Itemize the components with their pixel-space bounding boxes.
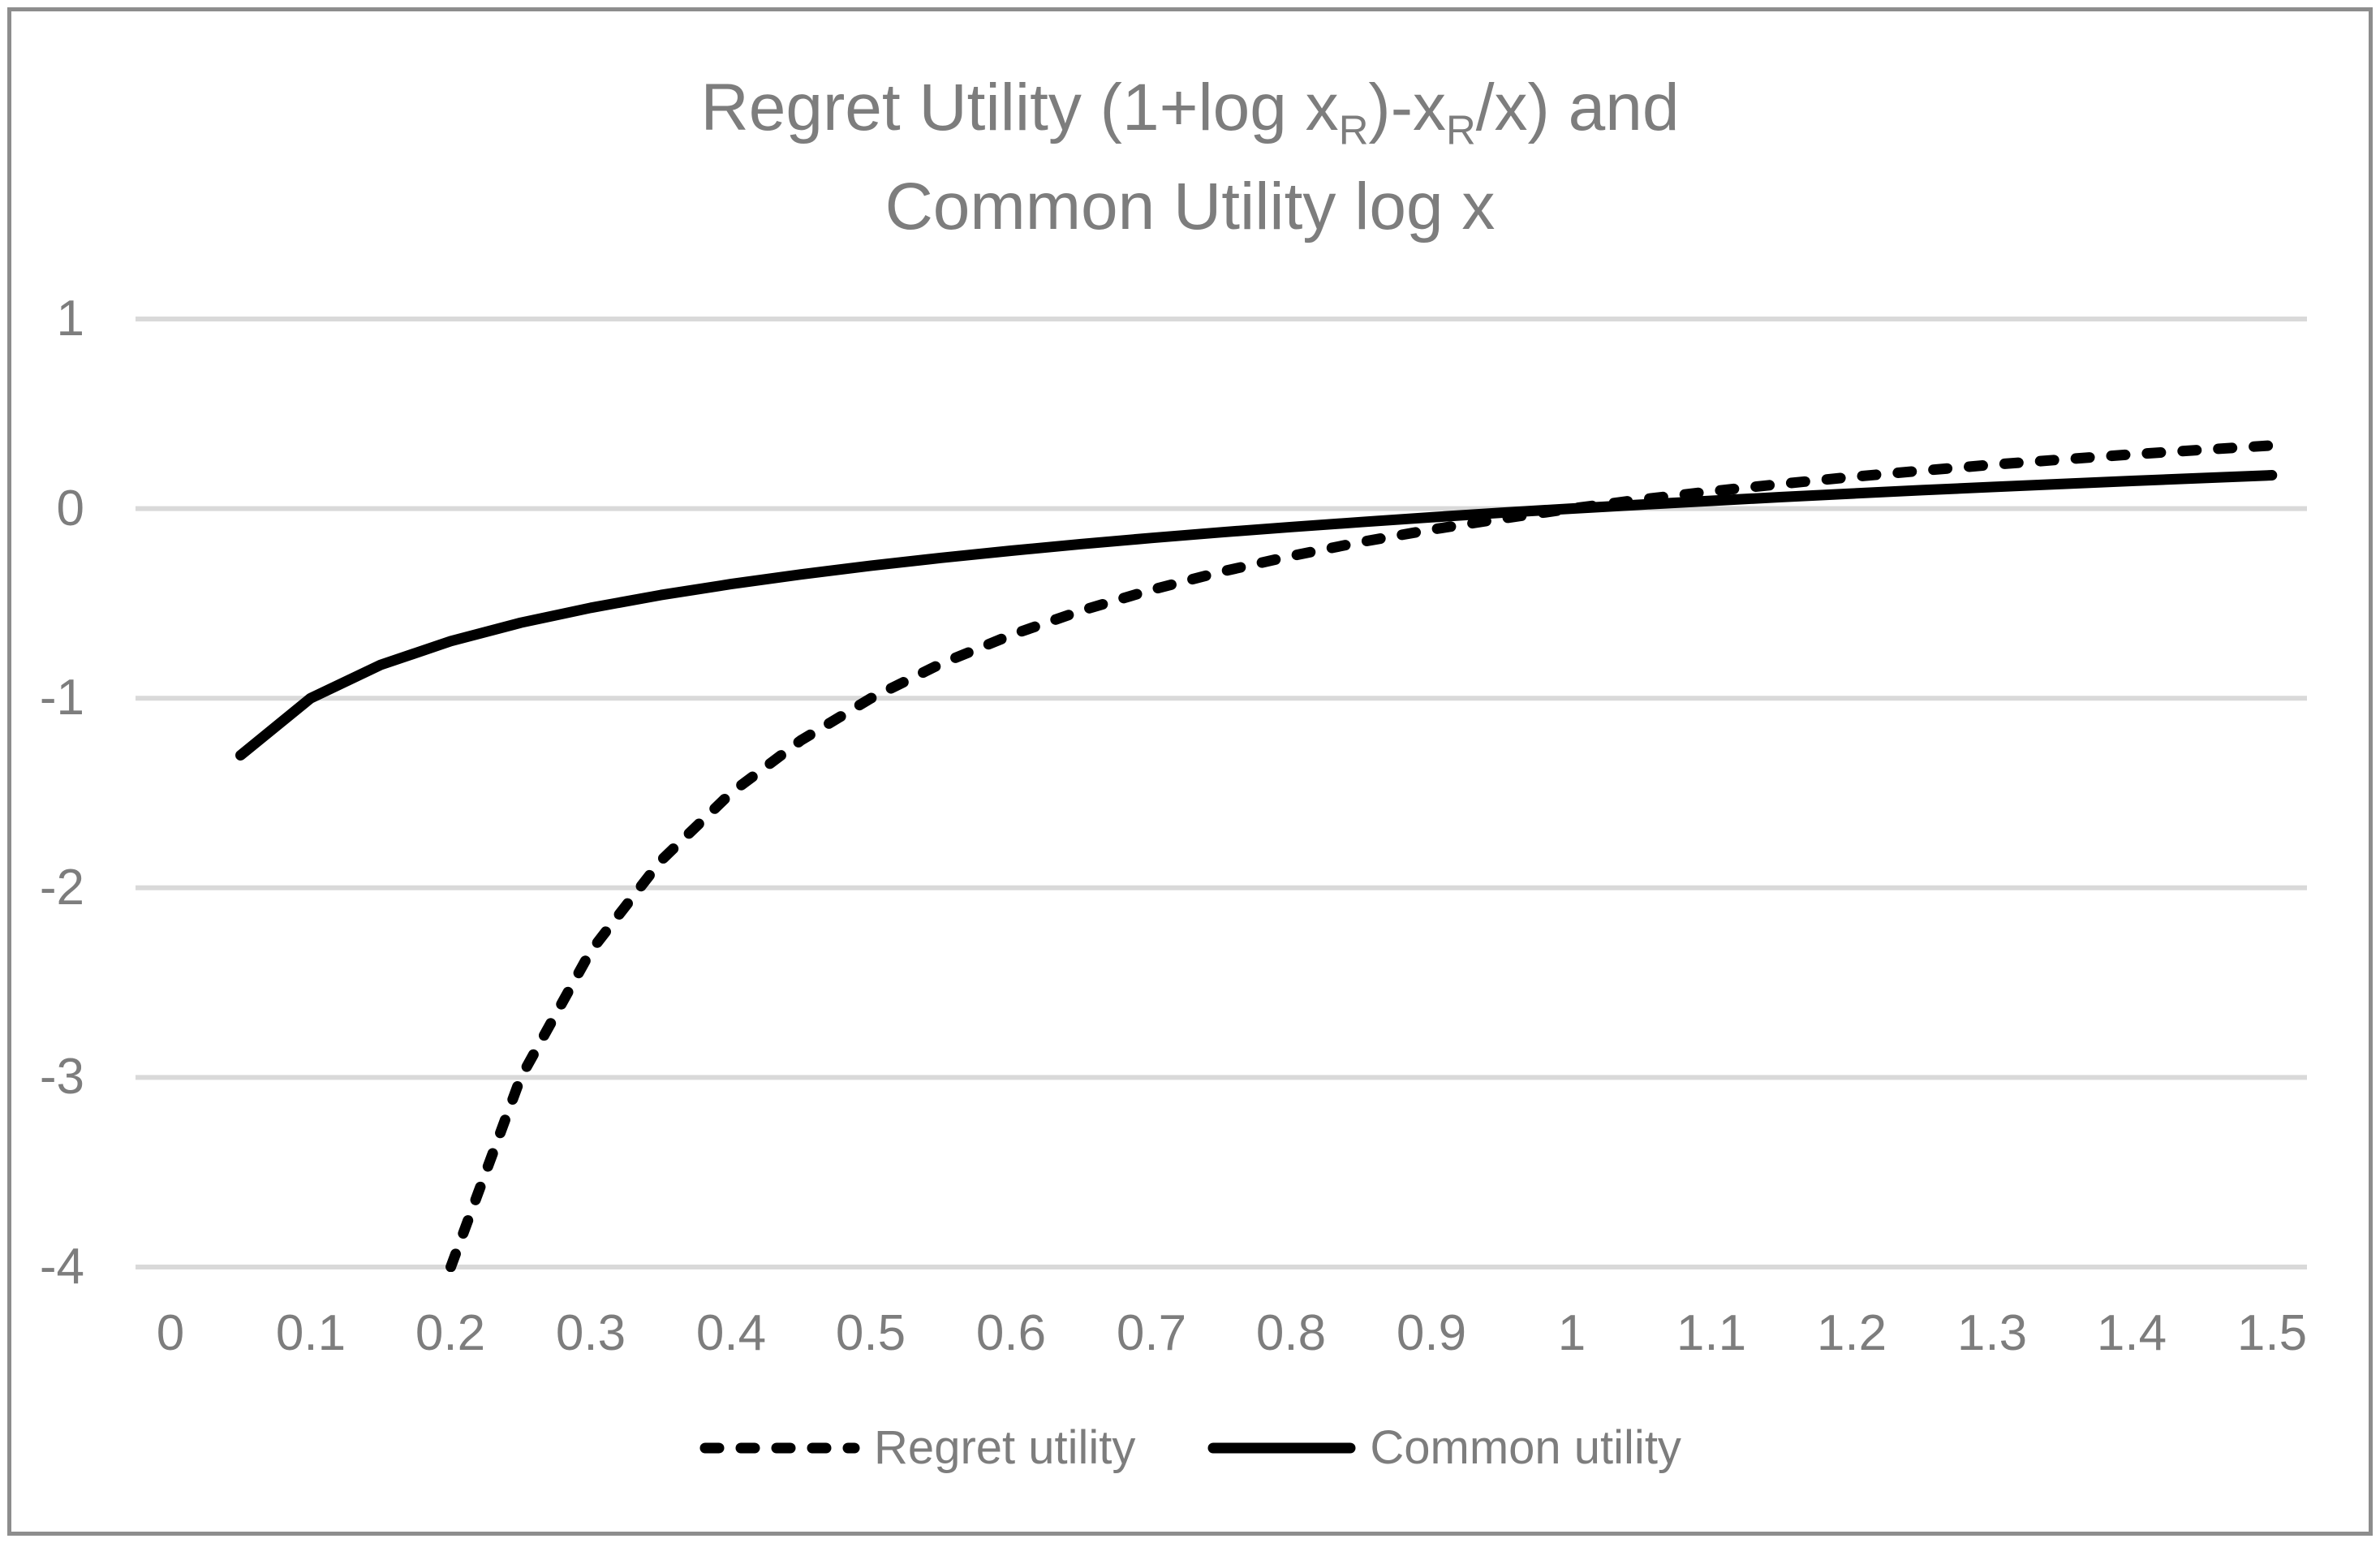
x-axis-label: 1.3 [1956, 1305, 2028, 1361]
x-axis-label: 0.5 [835, 1305, 906, 1361]
x-axis-label: 1.2 [1816, 1305, 1887, 1361]
chart-title-line2: Common Utility log x [884, 170, 1496, 244]
y-axis-label: -4 [39, 1239, 84, 1295]
title-text-segment: )-x [1368, 71, 1447, 144]
x-axis-label: 1 [1557, 1305, 1586, 1361]
chart-title: Regret Utility (1+log xR)-xR/x) and Comm… [0, 58, 2380, 256]
legend-label-regret-utility: Regret utility [874, 1421, 1136, 1474]
dashed-line-sample-icon [699, 1442, 860, 1453]
x-axis-label: 0.9 [1396, 1305, 1467, 1361]
y-axis-label: -3 [39, 1049, 84, 1105]
common-utility-curve [235, 470, 2278, 761]
x-axis-label: 0.3 [555, 1305, 626, 1361]
y-axis-label: 1 [56, 291, 84, 347]
x-axis-label: 0.8 [1255, 1305, 1327, 1361]
x-axis-label: 0.4 [695, 1305, 767, 1361]
chart-title-line1: Regret Utility (1+log xR)-xR/x) and [0, 58, 2380, 157]
x-axis-label: 0.2 [415, 1305, 486, 1361]
x-axis-label: 0.6 [975, 1305, 1047, 1361]
legend-item-common-utility: Common utility [1207, 1420, 1681, 1475]
x-axis-label: 0.7 [1116, 1305, 1187, 1361]
title-text-segment: Regret Utility (1+log x [700, 71, 1339, 144]
x-axis-label: 1.4 [2096, 1305, 2167, 1361]
y-axis-label: 0 [56, 481, 84, 537]
title-subscript: R [1446, 106, 1476, 153]
title-subscript: R [1338, 106, 1369, 153]
legend: Regret utility Common utility [0, 1420, 2380, 1475]
x-axis-label: 1.5 [2236, 1305, 2308, 1361]
y-axis-label: -1 [39, 670, 84, 726]
regret-utility-curve [444, 440, 2278, 1272]
legend-label-common-utility: Common utility [1370, 1421, 1681, 1474]
x-axis-label: 0.1 [275, 1305, 346, 1361]
legend-item-regret-utility: Regret utility [699, 1420, 1135, 1475]
x-axis-label: 1.1 [1676, 1305, 1747, 1361]
y-axis-label: -2 [39, 860, 84, 916]
x-axis-label: 0 [156, 1305, 185, 1361]
solid-line-sample-icon [1207, 1442, 1356, 1453]
title-text-segment: /x) and [1475, 71, 1680, 144]
